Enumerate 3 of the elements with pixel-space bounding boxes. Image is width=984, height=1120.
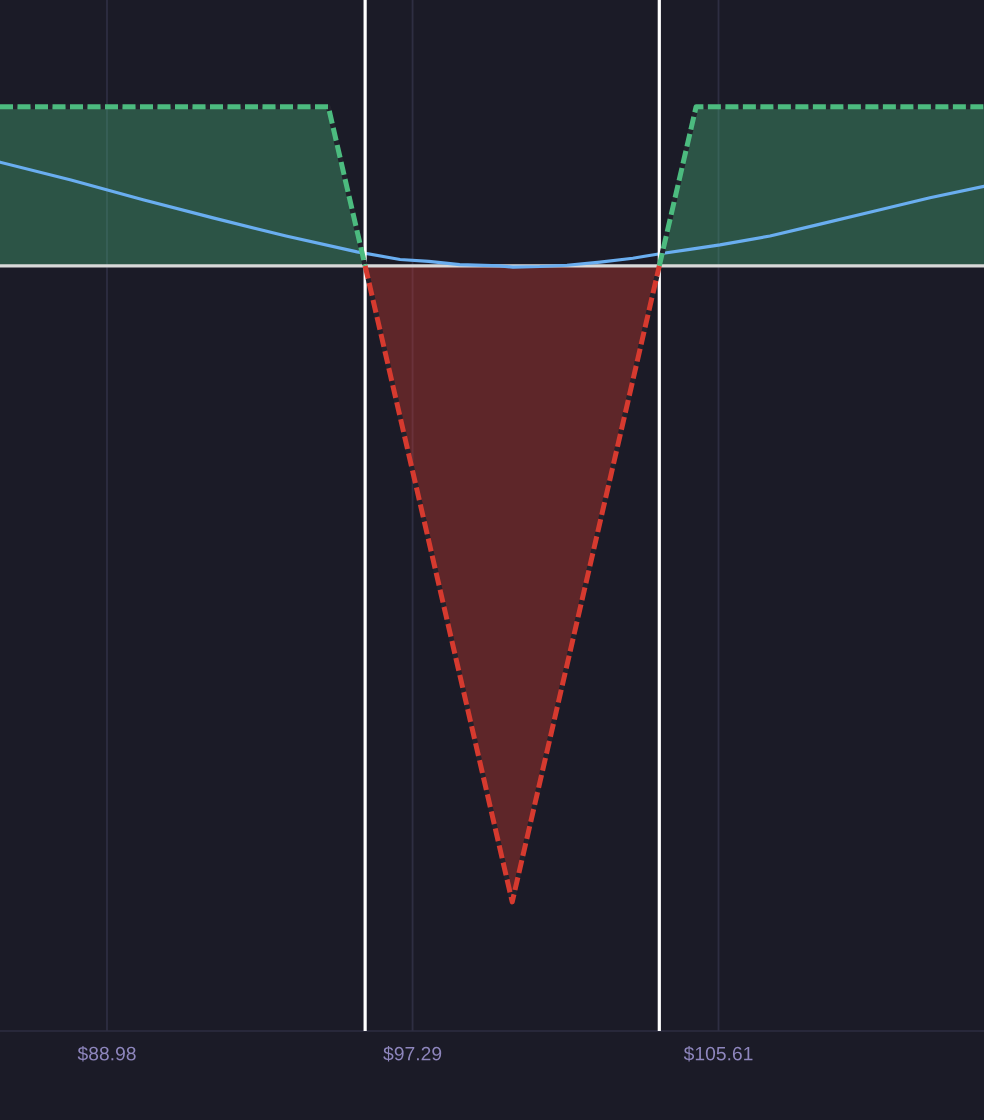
x-tick-label: $97.29 (383, 1045, 442, 1062)
x-tick-label: $88.98 (77, 1045, 136, 1062)
x-tick-label: $105.61 (683, 1045, 753, 1062)
